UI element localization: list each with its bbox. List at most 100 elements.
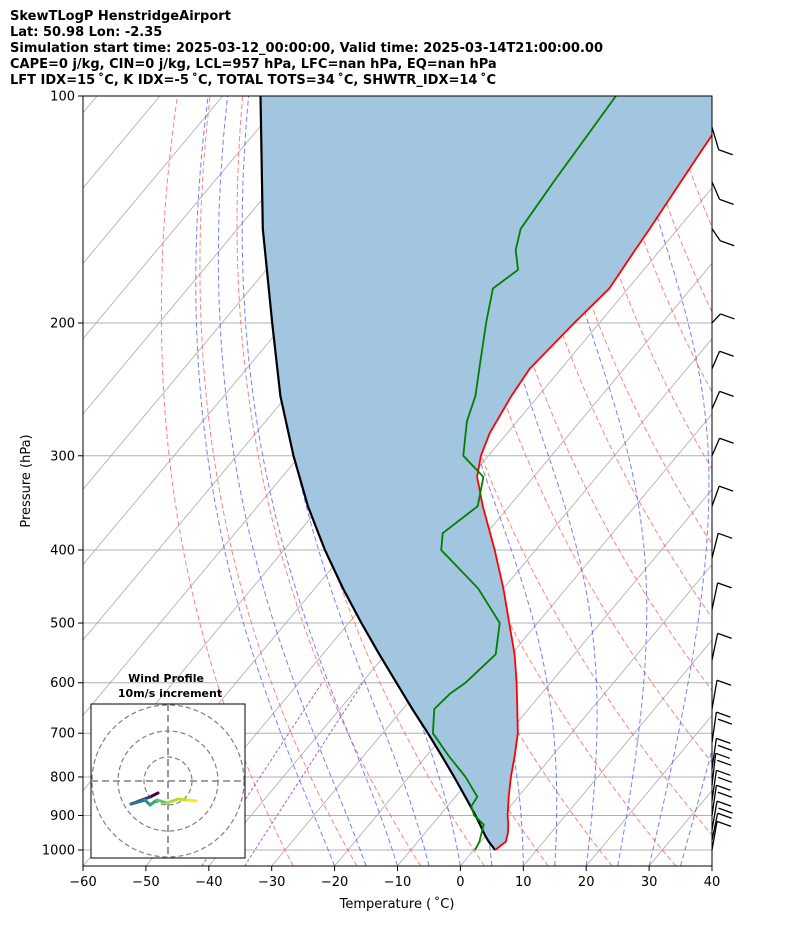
dry-adiabat: [698, 96, 712, 138]
wind-barb-shaft: [711, 485, 720, 507]
dewpoint-line: [431, 96, 617, 851]
profile-lines: [259, 96, 712, 851]
wind-barb-shaft: [711, 127, 720, 150]
wind-barb-flag: [719, 437, 734, 444]
isotherm: [83, 96, 224, 264]
wind-barb-shaft: [711, 633, 719, 661]
wind-barb-flag: [717, 776, 733, 783]
x-tick-label: −30: [258, 875, 285, 890]
wind-barb-shaft: [711, 680, 718, 710]
dry-adiabat: [764, 96, 794, 866]
wind-barb-shaft: [711, 438, 721, 457]
moist-adiabat: [195, 96, 336, 866]
y-tick-label: 600: [50, 676, 75, 691]
x-tick-label: 0: [456, 875, 464, 890]
isotherm: [648, 790, 712, 866]
wind-barb-shaft: [711, 313, 721, 324]
isotherm: [83, 96, 98, 114]
isotherm: [208, 262, 712, 866]
dry-adiabat: [665, 96, 712, 229]
wind-barb-flag: [717, 718, 733, 725]
wind-barb-shaft: [711, 821, 718, 851]
wind-barb-flag: [716, 679, 732, 686]
dry-adiabat: [160, 96, 294, 866]
hodograph-ring: [91, 704, 245, 858]
parcel-line: [259, 96, 496, 851]
y-tick-label: 500: [50, 617, 75, 632]
wind-barb-shaft: [711, 582, 719, 610]
dry-adiabat: [199, 96, 358, 866]
isotherm: [522, 639, 712, 866]
wind-barbs: [711, 127, 735, 851]
x-axis: −60 −50 −40 −30 −20 −10 0 10 20 30 40: [69, 866, 720, 890]
dry-adiabat: [339, 96, 613, 866]
moist-adiabat: [241, 96, 398, 866]
isotherm: [711, 865, 712, 866]
dry-adiabat: [567, 96, 712, 470]
y-tick-label: 700: [50, 727, 75, 742]
wind-barb-flag: [715, 752, 730, 759]
y-tick-label: 1000: [42, 844, 75, 859]
moist-adiabat: [217, 96, 367, 866]
y-tick-label: 400: [50, 543, 75, 558]
cape-shading: [260, 96, 712, 850]
moist-adiabat: [624, 96, 710, 866]
wind-barb-shaft: [711, 712, 718, 743]
y-tick-label: 200: [50, 316, 75, 331]
mixing-ratio-line: [244, 682, 364, 866]
x-tick-label: −10: [384, 875, 411, 890]
y-tick-label: 100: [50, 90, 75, 105]
dry-adiabat: [272, 96, 485, 866]
y-axis-label: Pressure (hPa): [19, 434, 34, 527]
hodograph-trace: [176, 797, 190, 802]
wind-barb-flag: [716, 820, 732, 827]
index-line: LFT IDX=15 ˚C, K IDX=-5 ˚C, TOTAL TOTS=3…: [10, 73, 497, 88]
x-tick-label: −60: [69, 875, 96, 890]
x-tick-label: 30: [641, 875, 658, 890]
x-tick-label: 10: [515, 875, 532, 890]
wind-barb-flag: [719, 390, 734, 398]
wind-barb-flag: [717, 582, 732, 589]
wind-barb-shaft: [711, 391, 721, 410]
wind-barb-flag: [718, 807, 733, 814]
moist-adiabat: [711, 864, 712, 866]
y-axis: 100 200 300 400 500 600 700 800 900 1000: [42, 90, 83, 859]
wind-barb-flag: [716, 711, 731, 718]
dry-adiabat: [470, 96, 712, 692]
wind-barb-shaft: [711, 785, 718, 816]
wind-barb-flag: [718, 149, 733, 156]
y-tick-label: 900: [50, 809, 75, 824]
wind-barb-flag: [717, 744, 733, 751]
wind-barb-flag: [719, 350, 734, 357]
isotherm: [83, 96, 349, 415]
x-tick-label: −50: [132, 875, 159, 890]
x-tick-label: −40: [195, 875, 222, 890]
wind-barb-flag: [717, 791, 733, 798]
wind-barb-flag: [720, 313, 735, 320]
location-line: Lat: 50.98 Lon: -2.35: [10, 25, 163, 40]
hodograph: Wind Profile 10m/s increment: [90, 672, 246, 859]
hodograph-trace: [155, 798, 169, 805]
wind-barb-flag: [716, 759, 732, 766]
isotherm: [83, 96, 286, 340]
wind-barb-flag: [717, 532, 733, 539]
wind-barb-shaft: [711, 800, 718, 830]
y-tick-label: 800: [50, 770, 75, 785]
wind-barb-flag: [717, 812, 732, 819]
isotherm: [271, 338, 712, 866]
wind-barb-shaft: [711, 813, 719, 841]
dry-adiabat: [535, 96, 712, 545]
wind-barb-flag: [716, 737, 731, 744]
hodograph-title: Wind Profile: [128, 672, 204, 685]
wind-barb-shaft: [711, 533, 719, 559]
x-axis-label: Temperature ( ˚C): [339, 896, 455, 912]
time-line: Simulation start time: 2025-03-12_00:00:…: [10, 41, 603, 56]
isotherm: [585, 714, 712, 866]
x-tick-label: −20: [321, 875, 348, 890]
wind-barb-flag: [717, 632, 732, 639]
cape-area: [260, 96, 712, 850]
moist-adiabat: [680, 748, 712, 866]
wind-barb-shaft: [711, 350, 721, 370]
wind-barb-flag: [719, 198, 734, 206]
